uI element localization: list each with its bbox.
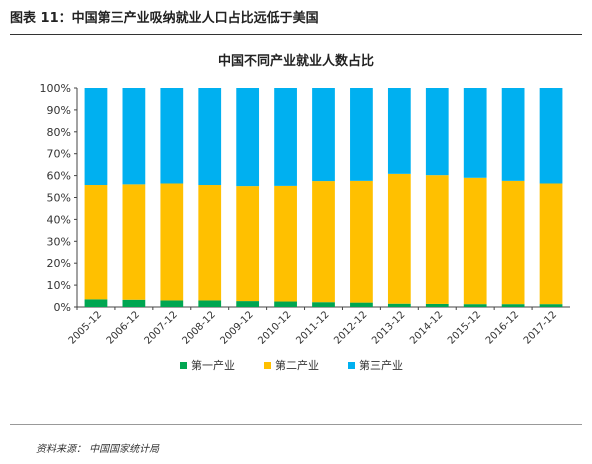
bar-segment	[350, 180, 373, 303]
bar-segment	[122, 299, 146, 307]
bar-segment	[425, 175, 449, 304]
bar-segment	[539, 88, 563, 184]
bar-segment	[350, 302, 373, 307]
bar-segment	[84, 299, 108, 307]
bar-segment	[198, 88, 222, 186]
bar-segment	[160, 88, 184, 184]
source-note: 资料来源： 中国国家统计局	[36, 444, 160, 455]
bar-segment	[160, 183, 184, 301]
x-tick-label: 2009-12	[218, 309, 255, 346]
legend-swatch	[264, 362, 271, 369]
bar-segment	[501, 304, 525, 307]
bar-segment	[160, 300, 184, 307]
y-tick-label: 0%	[54, 301, 71, 314]
x-tick-label: 2011-12	[294, 309, 331, 346]
bar-segment	[312, 302, 335, 307]
bar-segment	[425, 88, 449, 176]
bar-segment	[274, 88, 297, 186]
bar-segment	[236, 186, 260, 302]
figure-title: 图表 11：中国第三产业吸纳就业人口占比远低于美国	[10, 11, 319, 26]
bar-segment	[539, 183, 563, 305]
x-tick-label: 2006-12	[105, 309, 142, 346]
bar-segment	[463, 88, 487, 178]
bar-segment	[84, 88, 108, 186]
y-tick-label: 10%	[47, 279, 71, 292]
y-tick-label: 30%	[47, 235, 71, 248]
bar-segment	[236, 301, 260, 307]
bar-segment	[274, 185, 297, 302]
chart-area: 中国不同产业就业人数占比 0% 10% 20% 30% 40% 50% 60% 70% 80% 9…	[10, 40, 582, 424]
legend-label: 第一产业	[191, 358, 235, 372]
header-rule	[10, 34, 582, 35]
bar-segment	[236, 88, 260, 187]
bar-segment	[463, 304, 487, 307]
y-tick-label: 50%	[47, 192, 71, 205]
bar-segment	[501, 88, 525, 181]
y-tick-label: 60%	[47, 170, 71, 183]
bar-segment	[312, 88, 335, 182]
x-tick-label: 2008-12	[181, 309, 218, 346]
legend-swatch	[180, 362, 187, 369]
x-tick-label: 2014-12	[408, 309, 445, 346]
bar-segment	[387, 303, 411, 307]
stacked-bar-chart: 0% 10% 20% 30% 40% 50% 60% 70% 80% 90% 100% 2005-1…	[40, 82, 570, 372]
bar-segment	[312, 181, 335, 303]
x-tick-label: 2015-12	[446, 309, 483, 346]
y-tick-label: 40%	[47, 213, 71, 226]
bar-segment	[274, 301, 297, 307]
y-tick-label: 100%	[40, 82, 71, 95]
y-tick-label: 20%	[47, 257, 71, 270]
legend-label: 第三产业	[359, 358, 403, 372]
x-tick-label: 2017-12	[522, 309, 559, 346]
x-tick-label: 2007-12	[143, 309, 180, 346]
x-tick-label: 2013-12	[370, 309, 407, 346]
bar-segment	[539, 304, 563, 307]
y-tick-label: 80%	[47, 126, 71, 139]
x-tick-label: 2005-12	[67, 309, 104, 346]
legend-label: 第二产业	[275, 358, 319, 372]
bar-segment	[122, 88, 146, 185]
chart-title: 中国不同产业就业人数占比	[217, 54, 374, 69]
bar-segment	[387, 88, 411, 174]
y-tick-label: 90%	[47, 104, 71, 117]
bar-segment	[122, 184, 146, 300]
x-tick-label: 2010-12	[256, 309, 293, 346]
x-tick-label: 2012-12	[332, 309, 369, 346]
legend-swatch	[348, 362, 355, 369]
bar-segment	[387, 173, 411, 304]
bar-segment	[84, 185, 108, 300]
bar-segment	[198, 300, 222, 307]
bar-segment	[463, 177, 487, 305]
bar-segment	[198, 185, 222, 301]
x-tick-label: 2016-12	[484, 309, 521, 346]
bar-segment	[425, 303, 449, 307]
bar-segment	[501, 180, 525, 305]
y-tick-label: 70%	[47, 148, 71, 161]
source-rule	[10, 424, 582, 425]
bar-segment	[350, 88, 373, 181]
